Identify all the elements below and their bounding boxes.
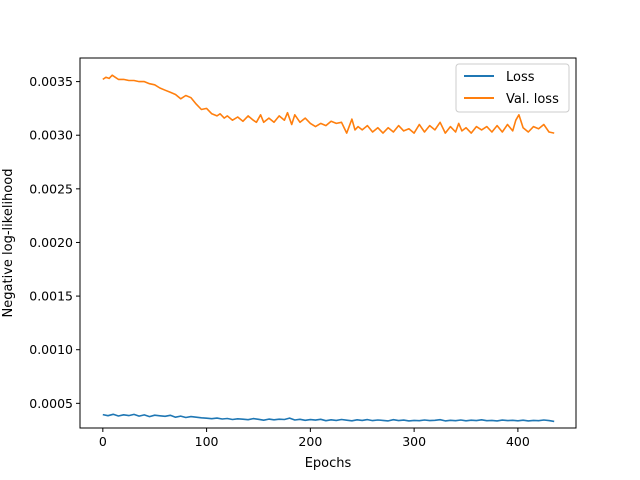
legend-label-loss: Loss [506,70,535,85]
y-tick-label: 0.0025 [29,181,73,196]
y-tick-label: 0.0030 [29,128,73,143]
y-tick-label: 0.0020 [29,235,73,250]
series-line-loss [102,413,555,423]
y-tick-label: 0.0010 [29,342,73,357]
x-axis-label: Epochs [305,456,352,471]
series-line-val-loss [102,74,555,134]
x-tick-label: 200 [298,434,322,449]
y-axis: 0.0005 0.0010 0.0015 0.0020 0.0025 0.0030 0.00… [29,74,80,411]
y-tick-label: 0.0005 [29,396,73,411]
plot-lines [102,74,555,423]
legend-label-val-loss: Val. loss [506,92,559,107]
y-axis-label: Negative log-likelihood [1,169,16,318]
y-tick-label: 0.0035 [29,74,73,89]
plot-frame [79,57,577,429]
legend: Loss Val. loss [455,63,570,113]
x-tick-label: 300 [402,434,426,449]
x-axis: 0 100 200 300 400 [99,428,530,449]
x-tick-label: 100 [195,434,219,449]
x-tick-label: 0 [99,434,107,449]
y-tick-label: 0.0015 [29,289,73,304]
x-tick-label: 400 [506,434,530,449]
